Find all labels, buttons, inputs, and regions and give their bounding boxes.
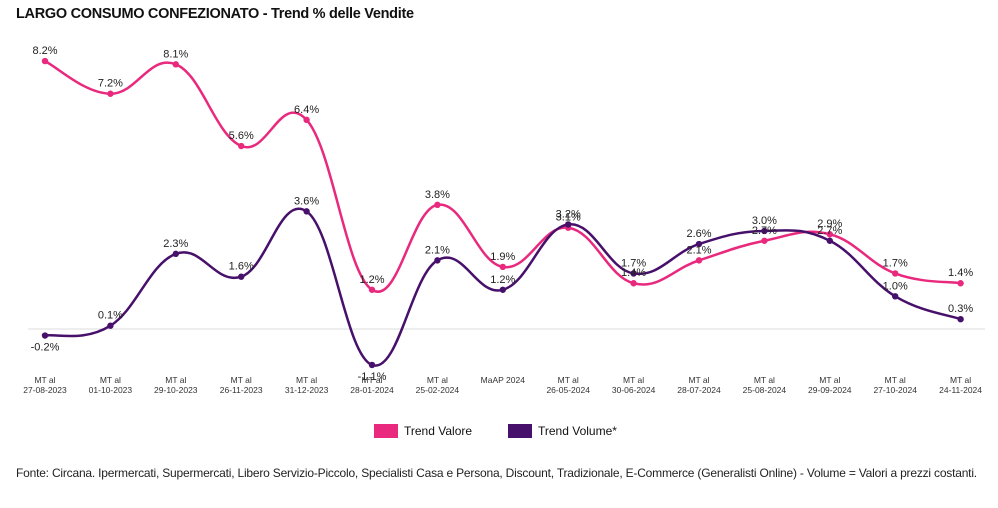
- data-point: [892, 293, 899, 300]
- data-label: 8.2%: [32, 45, 57, 57]
- data-label: 7.2%: [98, 78, 123, 90]
- data-point: [368, 361, 376, 369]
- data-point: [303, 208, 310, 215]
- data-point: [761, 227, 768, 235]
- data-point: [957, 280, 964, 287]
- data-label: 8.1%: [163, 48, 188, 60]
- data-label: 2.9%: [817, 218, 842, 230]
- data-point: [630, 270, 637, 277]
- data-label: 1.4%: [621, 267, 646, 279]
- legend-label-trend-volume: Trend Volume*: [538, 424, 617, 438]
- data-label: -0.2%: [31, 342, 60, 354]
- data-label: 2.7%: [817, 225, 842, 237]
- data-point: [107, 90, 114, 97]
- data-point: [107, 322, 114, 329]
- x-tick-label: MT al 24-11-2024: [939, 375, 982, 395]
- data-point: [957, 315, 964, 323]
- data-label: 3.1%: [556, 212, 581, 224]
- data-point: [565, 221, 572, 228]
- data-point: [695, 257, 703, 264]
- data-point: [41, 57, 49, 65]
- data-point: [238, 142, 245, 150]
- series-line-trend-volume: [44, 207, 962, 367]
- data-point: [172, 61, 179, 68]
- data-label: 3.6%: [294, 195, 319, 207]
- x-tick-label: MT al 27-08-2023: [23, 375, 67, 395]
- x-tick-label: MT al 26-05-2024: [546, 375, 590, 395]
- data-point: [303, 116, 310, 124]
- x-tick-label: MT al 31-12-2023: [285, 375, 329, 395]
- data-point: [761, 237, 768, 244]
- data-point: [434, 257, 441, 264]
- data-point: [41, 332, 49, 339]
- data-label: 2.1%: [425, 244, 450, 256]
- data-label: 1.7%: [883, 257, 908, 269]
- data-point: [172, 250, 179, 258]
- series-line-trend-valore: [44, 59, 961, 293]
- legend-item-trend-volume: Trend Volume*: [508, 424, 617, 438]
- x-tick-label: MT al 25-08-2024: [743, 375, 787, 395]
- data-label: 2.3%: [163, 238, 188, 250]
- data-label: 1.0%: [883, 280, 908, 292]
- data-point: [238, 273, 245, 280]
- data-label: -1.1%: [358, 371, 387, 383]
- data-label: 3.2%: [556, 208, 581, 220]
- data-label: 1.2%: [490, 274, 515, 286]
- x-tick-label: MT al 29-09-2024: [808, 375, 852, 395]
- x-axis-labels: MT al 27-08-2023 MT al 01-10-2023 MT al 29-10…: [23, 375, 982, 395]
- data-label: 0.1%: [98, 310, 123, 322]
- x-tick-label: MT al 30-06-2024: [612, 375, 656, 395]
- legend-swatch-trend-volume: [508, 424, 532, 438]
- data-point: [826, 231, 833, 238]
- x-tick-label: MT al 26-11-2023: [220, 375, 263, 395]
- data-label: 2.1%: [686, 244, 711, 256]
- data-point: [434, 201, 441, 209]
- data-label: 1.6%: [229, 261, 254, 273]
- data-point: [826, 237, 833, 244]
- data-point: [695, 240, 703, 248]
- data-label: 2.7%: [752, 225, 777, 237]
- x-tick-label: MT al 01-10-2023: [89, 375, 133, 395]
- legend-swatch-trend-valore: [374, 424, 398, 438]
- x-tick-label: MT al 27-10-2024: [873, 375, 917, 395]
- x-tick-label: MT al 28-07-2024: [677, 375, 721, 395]
- data-point: [892, 270, 899, 277]
- legend-label-trend-valore: Trend Valore: [404, 424, 473, 438]
- source-note: Fonte: Circana. Ipermercati, Supermercat…: [16, 466, 977, 480]
- data-point: [368, 286, 376, 293]
- x-tick-label: MT al 28-01-2024: [350, 375, 394, 395]
- chart-title: LARGO CONSUMO CONFEZIONATO - Trend % del…: [16, 6, 414, 22]
- data-point: [499, 286, 506, 293]
- data-label: 1.4%: [948, 267, 973, 279]
- data-labels: 8.2% 7.2% 8.1% 5.6% 6.4% 1.2% 3.8% 1.9% 3.1% 1.4%…: [31, 45, 974, 383]
- x-tick-label: MT al 25-02-2024: [416, 375, 460, 395]
- data-label: 2.6%: [686, 228, 711, 240]
- data-label: 3.0%: [752, 215, 777, 227]
- series-layer: [41, 57, 964, 369]
- legend-item-trend-valore: Trend Valore: [374, 424, 472, 438]
- data-label: 0.3%: [948, 303, 973, 315]
- data-label: 3.8%: [425, 189, 450, 201]
- x-tick-label: MaAP 2024: [481, 375, 526, 385]
- data-label: 1.7%: [621, 257, 646, 269]
- data-label: 6.4%: [294, 104, 319, 116]
- data-point: [499, 263, 506, 271]
- data-label: 1.2%: [359, 274, 384, 286]
- data-label: 1.9%: [490, 251, 515, 263]
- data-label: 5.6%: [229, 130, 254, 142]
- data-point: [630, 280, 637, 287]
- x-tick-label: MT al 29-10-2023: [154, 375, 198, 395]
